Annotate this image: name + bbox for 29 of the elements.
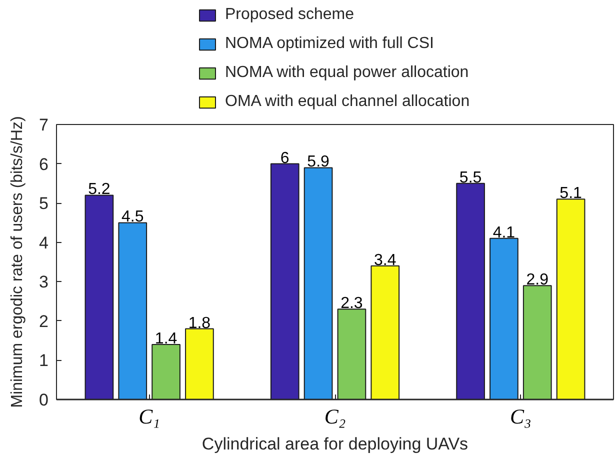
y-tick-label: 0 (39, 390, 49, 410)
data-label: 4.1 (492, 224, 516, 242)
data-label: 2.9 (526, 272, 549, 289)
y-tick-label: 1 (39, 351, 49, 370)
legend-label: NOMA with equal power allocation (225, 64, 469, 82)
legend-label: Proposed scheme (225, 6, 354, 24)
x-axis-title: Cylindrical area for deploying UAVs (202, 434, 468, 454)
data-label: 1.8 (188, 314, 211, 332)
data-label: 5.9 (307, 154, 330, 171)
y-tick-label: 3 (39, 272, 49, 292)
x-tick-label: C₃ (510, 404, 532, 428)
legend-label: NOMA optimized with full CSI (225, 35, 434, 53)
y-tick-label: 2 (39, 312, 49, 331)
legend-label: OMA with equal channel allocation (225, 93, 470, 111)
y-tick-label: 6 (39, 154, 49, 174)
data-label: 2.3 (340, 295, 363, 312)
y-tick-label: 7 (39, 116, 49, 134)
data-label: 4.5 (122, 208, 144, 226)
x-tick-label: C₁ (138, 404, 160, 428)
data-label: 5.1 (560, 185, 582, 202)
data-label: 6 (280, 150, 290, 167)
y-tick-label: 5 (39, 194, 49, 214)
data-label: 5.5 (459, 169, 482, 186)
y-axis-title: Minimum ergodic rate of users (bits/s/Hz) (9, 116, 26, 408)
x-tick-label: C₂ (324, 404, 346, 428)
data-label: 1.4 (154, 330, 178, 348)
data-label: 5.2 (88, 181, 110, 198)
data-label: 3.4 (374, 252, 396, 269)
y-tick-label: 4 (39, 233, 49, 252)
